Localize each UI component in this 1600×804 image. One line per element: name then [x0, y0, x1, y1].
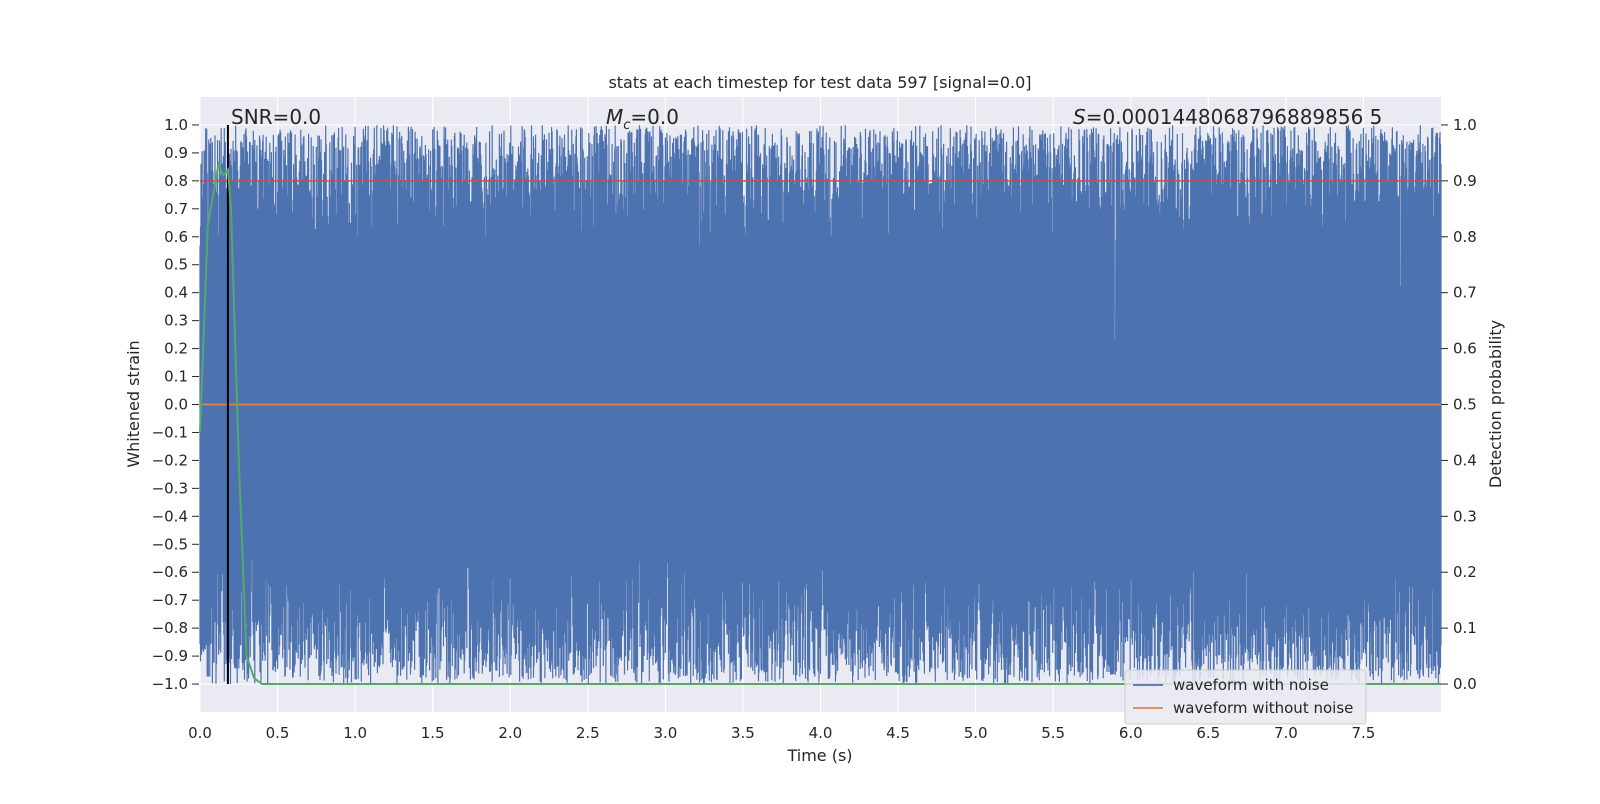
mc-value: =0.0: [630, 105, 679, 129]
y-tick-label-left: 0.4: [164, 284, 188, 302]
y-tick-label-left: 0.7: [164, 200, 188, 218]
y-tick-label-left: 0.5: [164, 256, 188, 274]
y-tick-label-right: 0.3: [1453, 507, 1477, 525]
x-tick-label: 3.5: [731, 724, 755, 742]
x-tick-label: 2.5: [576, 724, 600, 742]
x-tick-label: 4.5: [886, 724, 910, 742]
x-tick-labels: 0.0 0.5 1.0 1.5 2.0 2.5 3.0 3.5 4.0 4.5 5.0 5.5 6.0 6…: [188, 724, 1375, 742]
y-tick-label-left: −0.7: [152, 591, 188, 609]
x-tick-label: 2.0: [498, 724, 522, 742]
y-tick-label-left: 0.2: [164, 340, 188, 358]
x-axis-label: Time (s): [786, 746, 852, 765]
y-tick-label-left: −0.8: [152, 619, 188, 637]
snr-value: 0.0: [289, 105, 321, 129]
y-tick-label-left: −0.1: [152, 423, 188, 441]
y-tick-label-right: 1.0: [1453, 116, 1477, 134]
snr-annotation: SNR=0.0: [231, 105, 321, 129]
y-tick-label-left: 0.3: [164, 312, 188, 330]
lines-layer: [199, 124, 1441, 685]
y-tick-label-right: 0.5: [1453, 396, 1477, 414]
series-waveform-with-noise: [199, 125, 1442, 685]
s-symbol: S: [1073, 105, 1086, 129]
y-tick-label-left: 0.8: [164, 172, 188, 190]
y-tick-label-right: 0.6: [1453, 340, 1477, 358]
y-axis-label-right: Detection probability: [1486, 320, 1505, 488]
snr-prefix: SNR=: [231, 105, 289, 129]
legend: waveform with noise waveform without noi…: [1124, 669, 1367, 725]
y-tick-label-right: 0.9: [1453, 172, 1477, 190]
x-tick-label: 5.5: [1041, 724, 1065, 742]
noise-waveform-layer: [199, 125, 1442, 685]
y-tick-labels-right: 1.0 0.9 0.8 0.7 0.6 0.5 0.4 0.3 0.2 0.1 0.0: [1441, 116, 1477, 693]
x-tick-label: 4.0: [809, 724, 833, 742]
y-axis-label-left: Whitened strain: [124, 340, 143, 467]
series-detection-probability: [199, 160, 1441, 685]
y-tick-label-right: 0.4: [1453, 451, 1477, 469]
y-tick-label-left: −0.2: [152, 451, 188, 469]
x-tick-label: 7.5: [1352, 724, 1376, 742]
y-tick-labels-left: 1.0 0.9 0.8 0.7 0.6 0.5 0.4 0.3 0.2 0.1 0.0 −0.1 −0.…: [152, 116, 199, 693]
x-tick-label: 0.0: [188, 724, 212, 742]
y-tick-label-left: −1.0: [152, 675, 188, 693]
y-tick-label-left: 0.6: [164, 228, 188, 246]
x-tick-label: 1.5: [421, 724, 445, 742]
chart-title: stats at each timestep for test data 597…: [608, 73, 1031, 92]
x-tick-label: 1.0: [343, 724, 367, 742]
y-tick-label-right: 0.2: [1453, 563, 1477, 581]
y-tick-label-left: −0.4: [152, 507, 188, 525]
x-tick-label: 6.5: [1196, 724, 1220, 742]
legend-label-clean: waveform without noise: [1173, 699, 1353, 717]
y-tick-label-left: 0.9: [164, 144, 188, 162]
mc-symbol: M: [606, 105, 623, 129]
s-annotation: S=0.0001448068796889856 5: [1073, 105, 1382, 129]
y-tick-label-right: 0.1: [1453, 619, 1477, 637]
legend-box: [1124, 669, 1367, 725]
y-tick-label-right: 0.7: [1453, 284, 1477, 302]
y-tick-label-left: −0.6: [152, 563, 188, 581]
s-value: =0.0001448068796889856 5: [1086, 105, 1383, 129]
mc-subscript: c: [623, 118, 630, 133]
legend-label-noise: waveform with noise: [1173, 676, 1329, 694]
y-tick-label-left: 1.0: [164, 116, 188, 134]
y-tick-label-left: −0.3: [152, 479, 188, 497]
x-tick-label: 3.0: [653, 724, 677, 742]
y-tick-label-right: 0.8: [1453, 228, 1477, 246]
y-tick-label-left: 0.1: [164, 368, 188, 386]
y-tick-label-left: −0.5: [152, 535, 188, 553]
x-tick-label: 7.0: [1274, 724, 1298, 742]
x-tick-label: 5.0: [964, 724, 988, 742]
chirp-mass-annotation: Mc=0.0: [606, 105, 679, 133]
y-tick-label-left: 0.0: [164, 396, 188, 414]
x-tick-label: 6.0: [1119, 724, 1143, 742]
y-tick-label-right: 0.0: [1453, 675, 1477, 693]
x-tick-label: 0.5: [266, 724, 290, 742]
y-tick-label-left: −0.9: [152, 647, 188, 665]
